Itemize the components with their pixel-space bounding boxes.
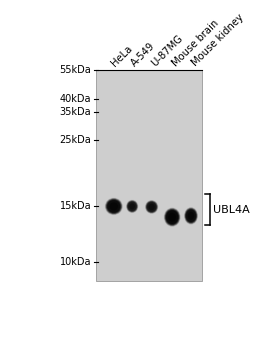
Ellipse shape [167, 212, 177, 223]
Text: Mouse kidney: Mouse kidney [190, 12, 246, 68]
Bar [97, 70, 203, 280]
Ellipse shape [107, 199, 121, 213]
Ellipse shape [105, 198, 122, 215]
Text: 15kDa: 15kDa [59, 201, 91, 211]
Ellipse shape [187, 210, 195, 221]
Ellipse shape [165, 209, 180, 226]
Ellipse shape [126, 200, 138, 213]
Ellipse shape [146, 202, 157, 212]
Ellipse shape [184, 207, 198, 225]
Ellipse shape [145, 200, 158, 214]
Text: Mouse brain: Mouse brain [171, 18, 221, 68]
Ellipse shape [127, 201, 137, 212]
Ellipse shape [186, 210, 196, 222]
Ellipse shape [146, 201, 157, 213]
Ellipse shape [106, 199, 122, 214]
Ellipse shape [166, 210, 178, 224]
Text: HeLa: HeLa [109, 43, 134, 68]
Ellipse shape [185, 209, 197, 223]
Ellipse shape [147, 202, 157, 212]
Ellipse shape [168, 213, 176, 222]
Ellipse shape [148, 204, 155, 210]
Ellipse shape [107, 200, 121, 213]
Text: 10kDa: 10kDa [60, 257, 91, 267]
Ellipse shape [105, 198, 122, 215]
Ellipse shape [129, 203, 136, 210]
Text: 25kDa: 25kDa [59, 135, 91, 145]
Text: 40kDa: 40kDa [60, 93, 91, 104]
Ellipse shape [147, 202, 156, 211]
Text: UBL4A: UBL4A [213, 205, 250, 215]
Ellipse shape [127, 201, 138, 212]
Ellipse shape [186, 209, 196, 223]
Ellipse shape [126, 200, 138, 213]
Ellipse shape [106, 199, 121, 214]
Ellipse shape [148, 203, 155, 211]
Text: U-87MG: U-87MG [150, 33, 185, 68]
Text: A-549: A-549 [129, 40, 157, 68]
Ellipse shape [164, 208, 181, 227]
Ellipse shape [148, 203, 156, 211]
Ellipse shape [145, 201, 158, 213]
Text: 55kDa: 55kDa [59, 65, 91, 75]
Ellipse shape [164, 208, 180, 226]
Ellipse shape [109, 202, 119, 211]
Ellipse shape [147, 202, 156, 212]
Text: 35kDa: 35kDa [59, 106, 91, 117]
Ellipse shape [186, 209, 196, 222]
Ellipse shape [184, 208, 198, 224]
Ellipse shape [188, 212, 194, 220]
Ellipse shape [128, 202, 137, 211]
Ellipse shape [105, 198, 123, 215]
Ellipse shape [145, 200, 158, 214]
Ellipse shape [129, 203, 135, 210]
Ellipse shape [127, 201, 137, 212]
Ellipse shape [146, 201, 157, 213]
Ellipse shape [164, 208, 180, 226]
Ellipse shape [184, 208, 198, 224]
Ellipse shape [165, 209, 179, 225]
Ellipse shape [126, 200, 138, 212]
Ellipse shape [167, 211, 177, 223]
Ellipse shape [167, 211, 178, 224]
Ellipse shape [128, 202, 136, 211]
Ellipse shape [166, 210, 179, 224]
Ellipse shape [128, 202, 136, 211]
Ellipse shape [110, 202, 118, 210]
Ellipse shape [187, 211, 195, 221]
Ellipse shape [185, 208, 197, 223]
Ellipse shape [108, 201, 120, 212]
Ellipse shape [107, 200, 120, 212]
Ellipse shape [165, 210, 179, 225]
Ellipse shape [128, 202, 136, 210]
Ellipse shape [186, 210, 196, 222]
Ellipse shape [108, 201, 119, 212]
